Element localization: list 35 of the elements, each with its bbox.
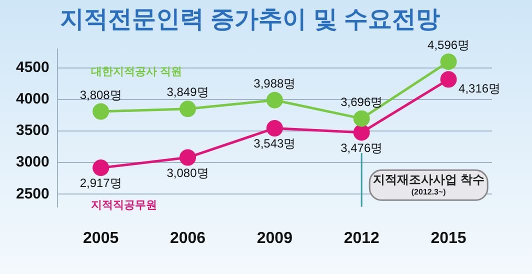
text: 지적직공무원 bbox=[90, 199, 157, 212]
x-tick-label: 2015 bbox=[430, 230, 466, 247]
data-label: 2,917명 bbox=[80, 176, 122, 190]
annotation: (2012.3~) bbox=[411, 187, 446, 196]
y-tick-label: 3500 bbox=[16, 122, 50, 140]
data-label: 3,808명 bbox=[80, 88, 122, 102]
point bbox=[180, 149, 196, 166]
x-tick-label: 2005 bbox=[83, 230, 119, 247]
point bbox=[92, 103, 110, 120]
chart-title: 지적전문인력 증가추이 및 수요전망 bbox=[60, 6, 440, 34]
data-label: 3,543명 bbox=[254, 136, 296, 151]
point bbox=[440, 71, 457, 88]
data-label: 4,596명 bbox=[428, 38, 470, 52]
data-label: 3,476명 bbox=[340, 140, 383, 155]
data-label: 4,316명 bbox=[458, 82, 501, 96]
data-label: 3,849명 bbox=[166, 85, 209, 100]
data-label: 3,696명 bbox=[340, 94, 383, 109]
x-tick-label: 2009 bbox=[256, 230, 293, 247]
y-tick-label: 2500 bbox=[16, 185, 50, 202]
text: 대한지적공사 직원 bbox=[90, 66, 182, 78]
point bbox=[266, 92, 283, 108]
point bbox=[353, 124, 370, 141]
data-label: 3,080명 bbox=[166, 166, 209, 180]
point bbox=[266, 120, 283, 136]
point bbox=[180, 100, 196, 118]
data-label: 3,988명 bbox=[254, 76, 296, 90]
point bbox=[440, 53, 457, 70]
y-tick-label: 3000 bbox=[16, 154, 50, 171]
x-tick-label: 2006 bbox=[170, 230, 206, 247]
point bbox=[353, 110, 370, 127]
x-tick-label: 2012 bbox=[344, 230, 380, 247]
point bbox=[92, 160, 110, 176]
y-tick-label: 4000 bbox=[16, 90, 50, 108]
y-tick-label: 4500 bbox=[16, 58, 50, 76]
ref-line-label: 지적재조사사업 착수 bbox=[372, 172, 484, 186]
